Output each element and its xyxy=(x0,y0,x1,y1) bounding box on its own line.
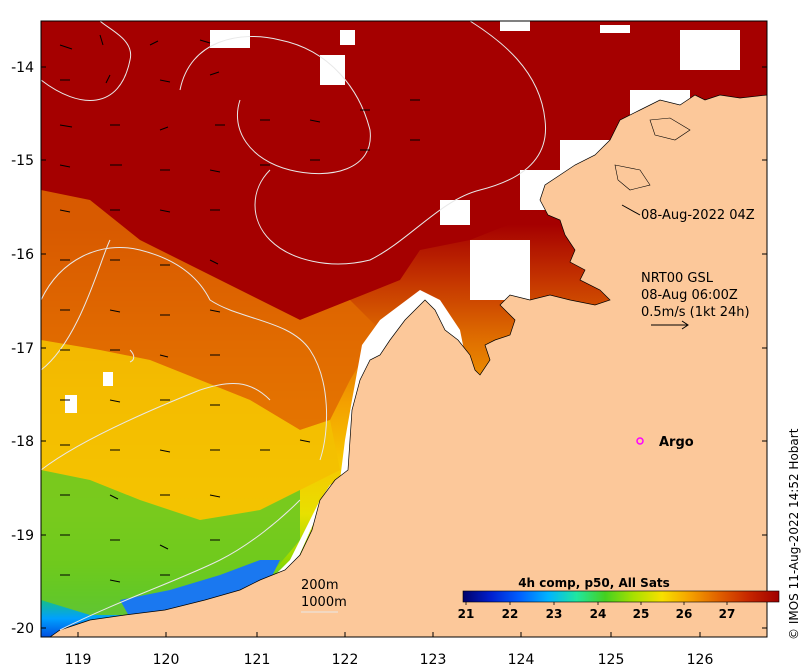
colorbar-tick-label: 27 xyxy=(719,607,736,621)
colorbar-tick-label: 25 xyxy=(633,607,650,621)
lon-tick-label: 122 xyxy=(332,652,359,668)
contour-1000-label: 1000m xyxy=(301,595,347,610)
sst-time-pointer xyxy=(621,204,641,216)
lat-tick-label: -18 xyxy=(11,434,34,450)
contour-200-label: 200m xyxy=(301,578,338,593)
island-2 xyxy=(649,117,691,141)
lon-tick-label: 124 xyxy=(508,652,535,668)
current-scale-label: 0.5m/s (1kt 24h) xyxy=(641,305,750,320)
lat-tick-label: -17 xyxy=(11,341,34,357)
lon-tick-label: 123 xyxy=(420,652,447,668)
island-1 xyxy=(614,164,651,191)
lon-tick-label: 119 xyxy=(65,652,92,668)
current-vectors xyxy=(59,34,420,583)
current-scale-arrow-icon xyxy=(651,320,689,330)
plot-frame xyxy=(40,20,768,638)
lon-tick-label: 125 xyxy=(598,652,625,668)
lat-axis: -14 -15 -16 -17 -18 -19 -20 xyxy=(11,60,767,637)
bathymetry-contours xyxy=(41,21,547,631)
lat-tick-label: -16 xyxy=(11,247,34,263)
colorbar-title: 4h comp, p50, All Sats xyxy=(518,576,670,590)
colorbar-tick-label: 22 xyxy=(502,607,519,621)
lat-tick-label: -15 xyxy=(11,153,34,169)
lon-tick-label: 126 xyxy=(687,652,714,668)
lon-tick-label: 121 xyxy=(244,652,271,668)
sst-time-label: 08-Aug-2022 04Z xyxy=(641,208,755,223)
current-time-label: 08-Aug 06:00Z xyxy=(641,288,738,303)
colorbar-tick-label: 21 xyxy=(458,607,475,621)
lat-tick-label: -14 xyxy=(11,60,34,76)
lat-tick-label: -19 xyxy=(11,528,34,544)
imos-credit: © IMOS 11-Aug-2022 14:52 Hobart xyxy=(787,428,801,640)
colorbar-tick-label: 26 xyxy=(676,607,693,621)
colorbar: 4h comp, p50, All Sats 21 22 23 24 25 26… xyxy=(458,576,780,621)
current-source-label: NRT00 GSL xyxy=(641,271,714,286)
argo-float-marker xyxy=(636,437,644,445)
lon-axis: 119 120 121 122 123 124 125 126 xyxy=(65,632,714,668)
lat-tick-label: -20 xyxy=(11,621,34,637)
colorbar-ramp xyxy=(462,590,780,603)
sst-yellow-band xyxy=(41,340,340,520)
argo-label: Argo xyxy=(659,435,694,450)
sst-blue-band xyxy=(120,560,280,618)
lon-tick-label: 120 xyxy=(153,652,180,668)
colorbar-tick-label: 23 xyxy=(546,607,563,621)
warm-water-region xyxy=(41,21,767,320)
land-mass xyxy=(49,94,767,637)
colorbar-tick-label: 24 xyxy=(590,607,607,621)
